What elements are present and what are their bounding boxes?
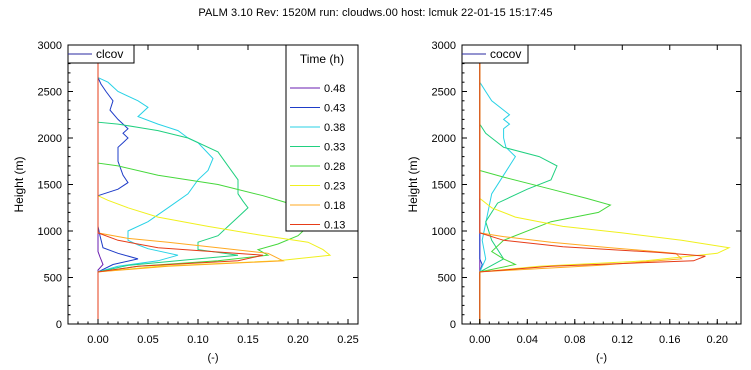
legend-entry-label: 0.48: [324, 83, 345, 95]
legend-entry-label: 0.23: [324, 181, 345, 193]
x-tick-label: 0.00: [87, 334, 108, 346]
y-tick-label: 2500: [38, 87, 62, 99]
legend-frame: [285, 44, 359, 232]
series-line-0-43: [97, 45, 139, 324]
x-tick-label: 0.15: [237, 334, 258, 346]
y-tick-label: 1500: [432, 180, 456, 192]
x-tick-label: 0.25: [337, 334, 358, 346]
x-tick-label: 0.08: [564, 334, 585, 346]
y-tick-label: 0: [450, 319, 456, 331]
y-tick-label: 0: [56, 319, 62, 331]
y-axis-label: Height (m): [406, 156, 420, 212]
legend-entry-label: 0.13: [324, 220, 345, 232]
series-line-0-23: [479, 45, 731, 324]
series-line-0-18: [479, 45, 683, 324]
clcov-profile-chart: 0.00 0.05 0.10 0.15 0.20 0.25 0 500 1000 1500 2000…: [12, 40, 359, 364]
series-line-0-13: [479, 45, 706, 324]
series-line-0-48: [97, 45, 104, 324]
series-line-0-33: [97, 45, 249, 324]
legend-title: Time (h): [300, 52, 344, 66]
x-axis-label: (-): [596, 352, 607, 364]
x-tick-label: 0.16: [659, 334, 680, 346]
legend: Time (h) 0.48 0.43 0.38 0.33 0.28 0.23 0.18 0.13: [285, 44, 359, 232]
y-tick-label: 1000: [432, 226, 456, 238]
y-tick-label: 2000: [38, 133, 62, 145]
x-tick-label: 0.20: [707, 334, 728, 346]
series-line-0-38: [97, 45, 214, 324]
y-tick-label: 2000: [432, 133, 456, 145]
series-line-0-13: [97, 45, 264, 324]
x-tick-label: 0.04: [517, 334, 538, 346]
x-tick-label: 0.12: [612, 334, 633, 346]
plot-frame: [461, 44, 742, 325]
series-line-0-18: [97, 45, 285, 324]
x-axis-label: (-): [208, 352, 219, 364]
legend-entry-label: 0.43: [324, 103, 345, 115]
y-tick-label: 3000: [432, 40, 456, 52]
x-tick-label: 0.00: [469, 334, 490, 346]
legend-entry-label: 0.33: [324, 142, 345, 154]
cocov-profile-chart: 0.00 0.04 0.08 0.12 0.16 0.20 0 500 1000 1500 2000…: [406, 40, 742, 364]
series-line-0-33: [479, 45, 558, 324]
y-tick-label: 1500: [38, 180, 62, 192]
legend-entry-label: 0.38: [324, 122, 345, 134]
x-tick-label: 0.10: [187, 334, 208, 346]
variable-label: cocov: [490, 47, 521, 61]
run-info-header: PALM 3.10 Rev: 1520M run: cloudws.00 hos…: [198, 7, 553, 19]
series-line-0-28: [479, 45, 612, 324]
y-tick-label: 2500: [432, 87, 456, 99]
y-axis-label: Height (m): [12, 156, 26, 212]
series-line-0-28: [97, 45, 309, 324]
series-line-0-38: [479, 45, 517, 324]
legend-entry-label: 0.28: [324, 161, 345, 173]
x-tick-label: 0.20: [287, 334, 308, 346]
y-tick-label: 3000: [38, 40, 62, 52]
variable-label-box: cocov: [461, 44, 529, 64]
variable-label: clcov: [96, 47, 123, 61]
legend-entry-label: 0.18: [324, 200, 345, 212]
y-tick-label: 1000: [38, 226, 62, 238]
variable-label-box: clcov: [67, 44, 135, 64]
x-tick-label: 0.05: [137, 334, 158, 346]
y-tick-label: 500: [438, 273, 456, 285]
y-tick-label: 500: [44, 273, 62, 285]
